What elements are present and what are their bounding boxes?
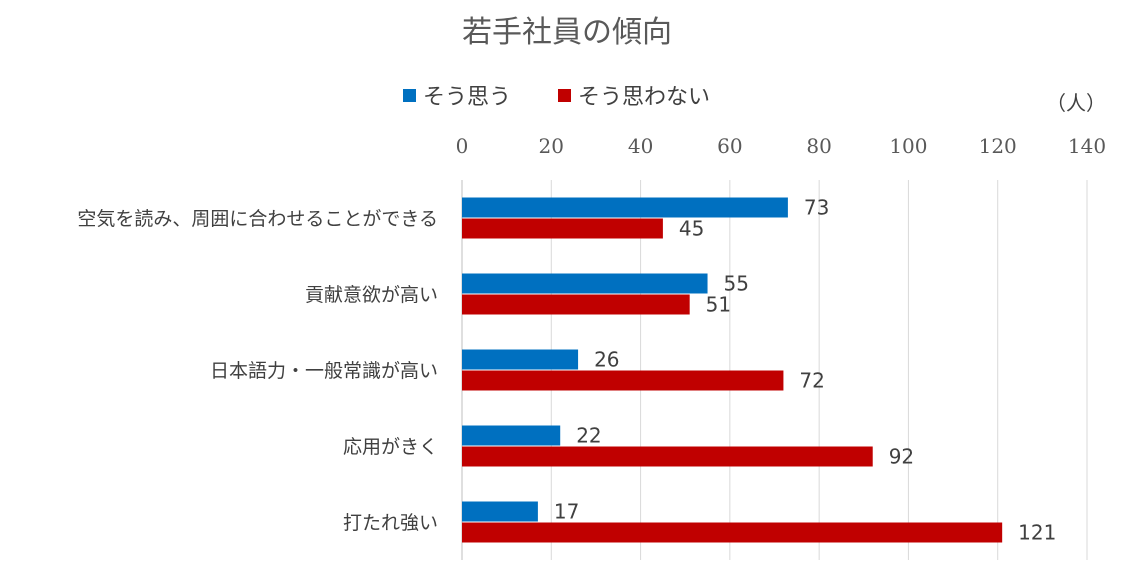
x-tick-label: 120 [979, 134, 1017, 158]
x-tick-label: 40 [628, 134, 653, 158]
category-label: 貢献意欲が高い [305, 284, 438, 306]
bar-disagree [462, 522, 1003, 543]
data-label: 121 [1018, 521, 1056, 545]
x-tick-label: 80 [806, 134, 831, 158]
bar-disagree [462, 446, 873, 467]
x-tick-label: 0 [456, 134, 469, 158]
category-label: 空気を読み、周囲に合わせることができる [77, 208, 438, 230]
bar-disagree [462, 370, 784, 391]
data-label: 17 [554, 500, 579, 524]
bars [462, 197, 1003, 543]
x-tick-label: 20 [539, 134, 564, 158]
bar-agree [462, 349, 579, 370]
gridlines [461, 180, 1088, 560]
category-labels: 空気を読み、周囲に合わせることができる貢献意欲が高い日本語力・一般常識が高い応用… [77, 208, 438, 534]
chart-title: 若手社員の傾向 [462, 15, 672, 50]
data-label: 55 [724, 272, 749, 296]
unit-label: （人） [1046, 91, 1106, 115]
category-label: 打たれ強い [343, 512, 438, 534]
bar-agree [462, 501, 538, 522]
x-axis-ticks: 0 20 40 60 80 100 120 140 [456, 134, 1106, 158]
bar-agree [462, 197, 788, 218]
data-label: 45 [679, 217, 704, 241]
category-label: 応用がきく [343, 436, 438, 458]
x-tick-label: 100 [889, 134, 927, 158]
legend: そう思う そう思わない [403, 85, 710, 110]
legend-label-1: そう思わない [578, 85, 710, 110]
bar-disagree [462, 218, 663, 239]
legend-swatch-0 [403, 89, 416, 102]
legend-swatch-1 [558, 89, 571, 102]
data-label: 72 [799, 369, 824, 393]
bar-agree [462, 273, 708, 294]
data-label: 73 [804, 196, 829, 220]
data-label: 22 [576, 424, 601, 448]
category-label: 日本語力・一般常識が高い [210, 360, 438, 382]
x-tick-label: 140 [1068, 134, 1106, 158]
legend-label-0: そう思う [423, 85, 511, 110]
data-label: 26 [594, 348, 619, 372]
x-tick-label: 60 [717, 134, 742, 158]
data-label: 51 [706, 293, 731, 317]
data-label: 92 [889, 445, 914, 469]
bar-disagree [462, 294, 690, 315]
bar-agree [462, 425, 561, 446]
